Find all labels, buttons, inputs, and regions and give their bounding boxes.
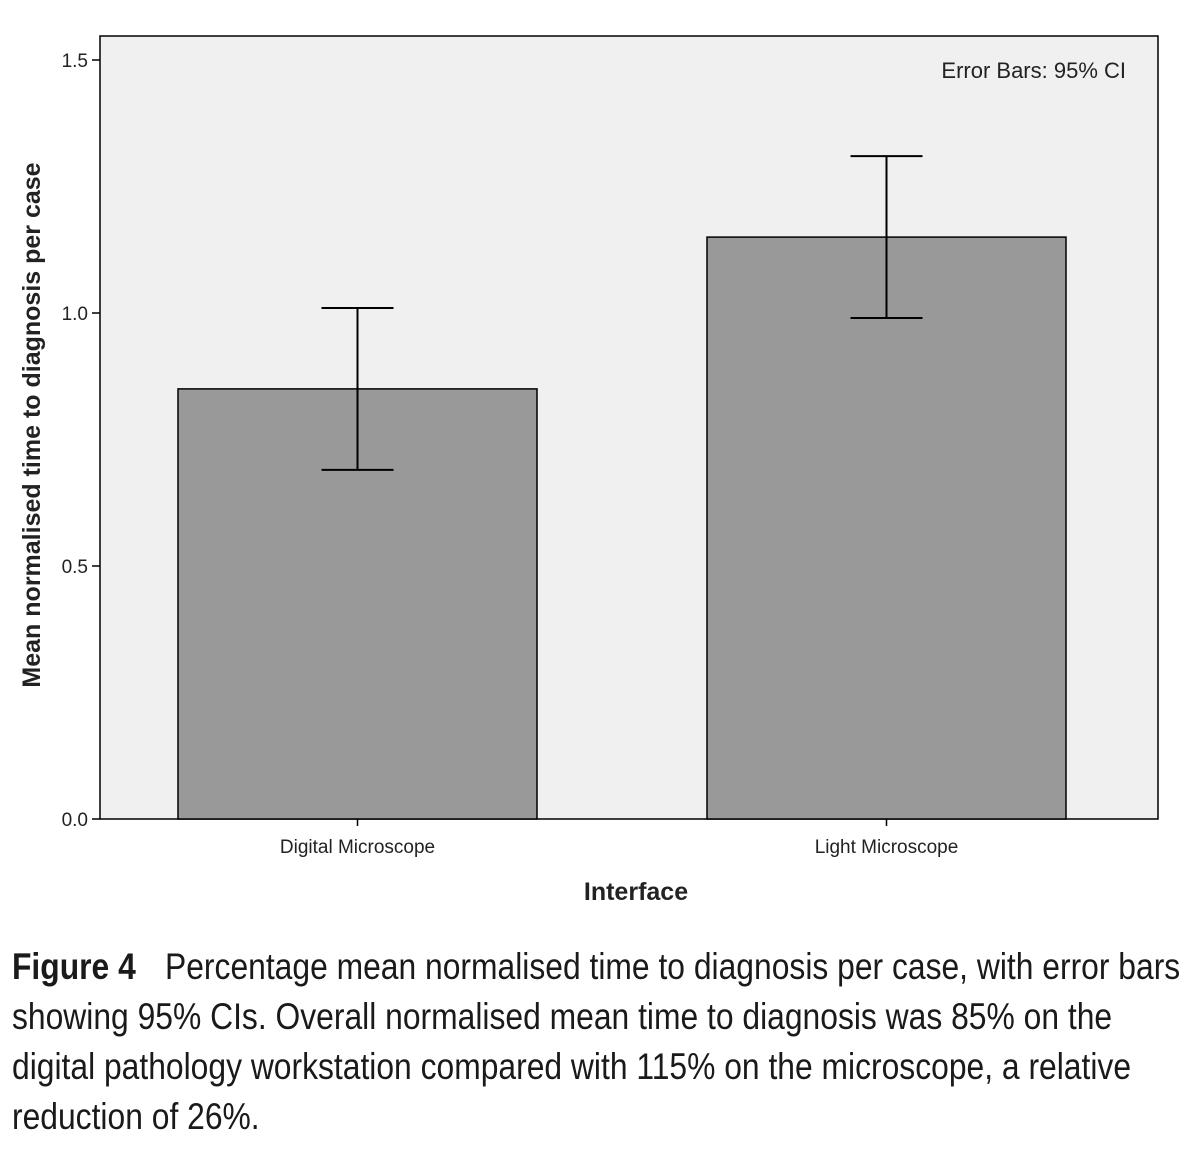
x-axis-tick-labels: Digital Microscope Light Microscope — [280, 819, 958, 858]
x-tick-label: Light Microscope — [815, 837, 959, 858]
y-axis-label: Mean normalised time to diagnosis per ca… — [18, 162, 46, 687]
y-axis-ticks: 0.0 0.5 1.0 1.5 — [62, 51, 100, 831]
x-tick-label: Digital Microscope — [280, 837, 435, 858]
figure-label: Figure 4 — [12, 946, 136, 987]
figure-caption: Figure 4 Percentage mean normalised time … — [12, 942, 1180, 1142]
error-bars — [321, 155, 923, 471]
x-axis-label: Interface — [584, 878, 688, 906]
caption-text: Percentage mean normalised time to diagn… — [12, 946, 1181, 1137]
y-tick-label: 1.0 — [62, 304, 88, 325]
y-tick-label: 1.5 — [62, 51, 88, 72]
error-bars-annotation: Error Bars: 95% CI — [941, 58, 1126, 83]
y-tick-label: 0.5 — [62, 557, 88, 578]
bar — [706, 236, 1067, 820]
bar-chart: 0.0 0.5 1.0 1.5 Digital Microscope Light Mic… — [18, 35, 1159, 906]
y-tick-label: 0.0 — [62, 810, 88, 831]
